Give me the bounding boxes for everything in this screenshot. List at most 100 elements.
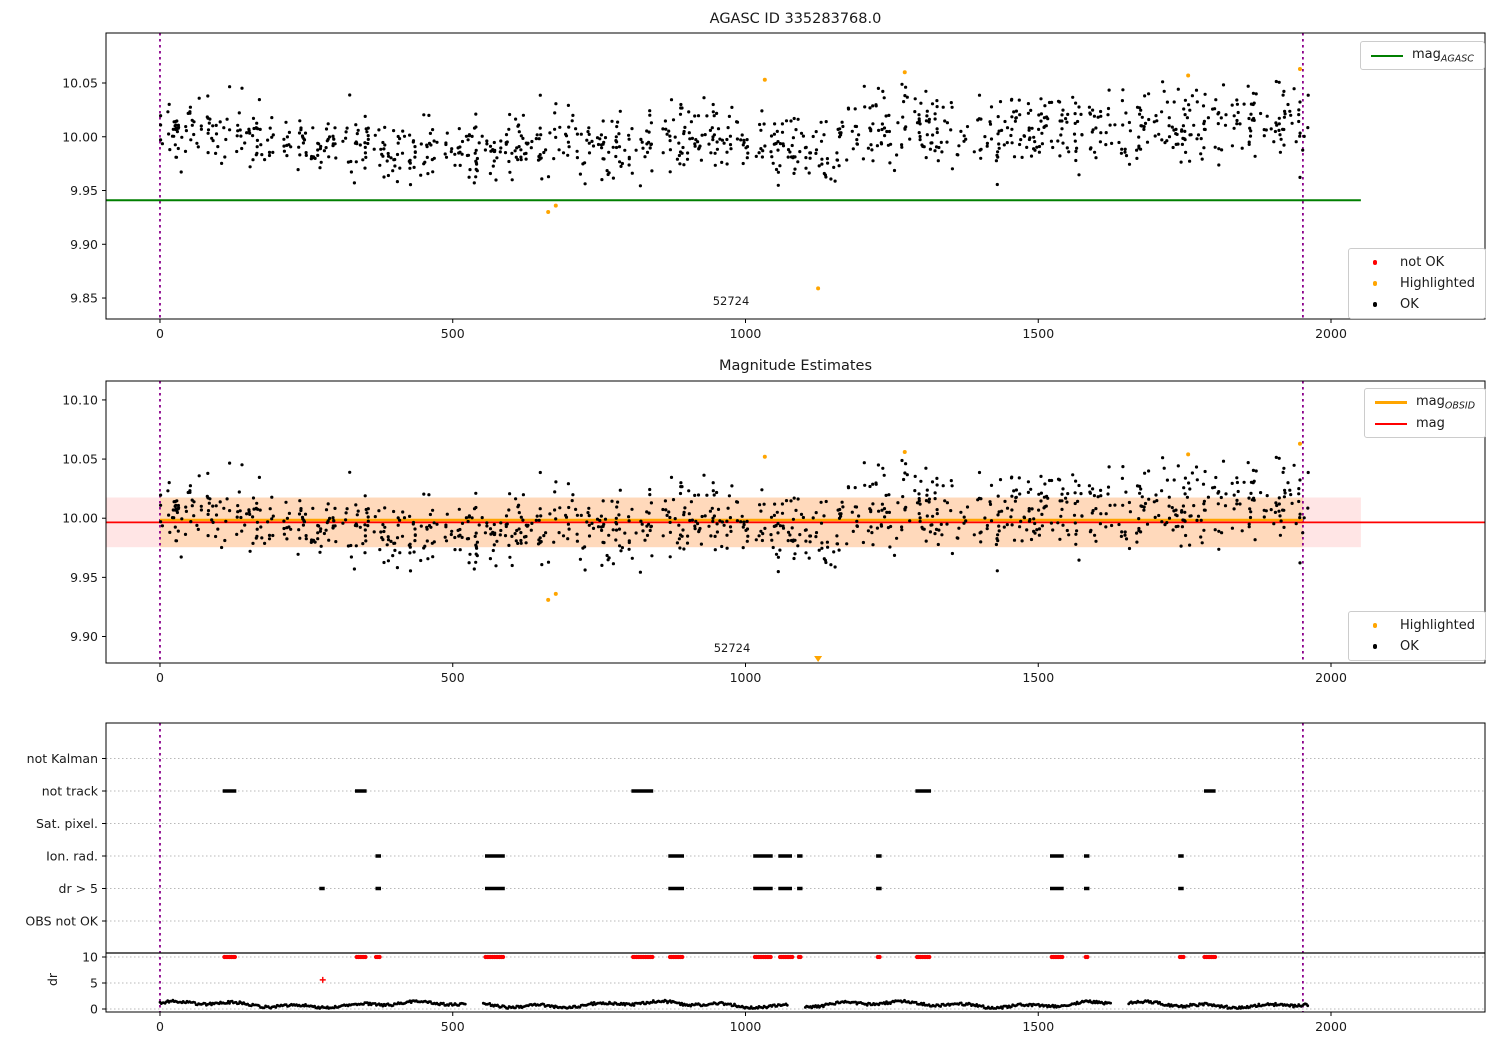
swatch-cell (1371, 54, 1403, 57)
ok-label: OK (1400, 297, 1419, 312)
panel1-title: AGASC ID 335283768.0 (709, 11, 882, 27)
legend-row: Highlighted (1359, 617, 1475, 634)
y-tick-label: 9.90 (70, 237, 98, 252)
legend-point-status-top: not OK Highlighted OK (1348, 248, 1486, 319)
legend-row: Highlighted (1359, 275, 1475, 292)
highlighted-point (762, 454, 767, 459)
highlighted-point (1186, 73, 1191, 78)
swatch-cell (1359, 644, 1391, 649)
ok-dot-swatch (1372, 302, 1378, 307)
not-ok-label: not OK (1400, 255, 1445, 270)
highlighted-point (1297, 67, 1302, 72)
legend-row: mag (1375, 415, 1475, 432)
label-subscript: AGASC (1440, 53, 1474, 65)
obsid-annotation-top: 52724 (712, 294, 750, 308)
axes-spine (105, 380, 1486, 664)
dr-not-ok-outlier (319, 976, 326, 983)
legend-mag-agasc: magAGASC (1360, 41, 1485, 70)
axes-spine (105, 32, 1486, 320)
dr-tick-label: 10 (82, 950, 98, 965)
ok-points (159, 79, 1310, 188)
obsid-annotation-middle: 52724 (713, 641, 751, 655)
x-tick-label: 500 (441, 670, 465, 685)
legend-row: not OK (1359, 254, 1475, 271)
x-tick-label: 2000 (1315, 326, 1347, 341)
swatch-cell (1359, 302, 1391, 307)
swatch-cell (1359, 623, 1391, 628)
mag-label: mag (1416, 416, 1445, 431)
swatch-cell (1359, 281, 1391, 286)
flag-row-label: dr > 5 (59, 881, 98, 896)
x-tick-label: 2000 (1315, 1019, 1347, 1034)
x-tick-label: 0 (156, 670, 164, 685)
x-tick-label: 2000 (1315, 670, 1347, 685)
panel2-title: Magnitude Estimates (718, 358, 873, 374)
flag-row-label: OBS not OK (25, 914, 98, 929)
legend-mag-lines: magOBSID mag (1364, 388, 1487, 438)
highlighted-point (553, 203, 558, 208)
label-prefix: mag (1412, 46, 1441, 62)
x-tick-label: 500 (441, 326, 465, 341)
mag-agasc-label: magAGASC (1412, 47, 1474, 65)
legend-row: OK (1359, 296, 1475, 313)
ok-dot-swatch (1372, 644, 1378, 649)
axes-spine (105, 722, 1486, 1013)
label-subscript: OBSID (1444, 400, 1476, 412)
y-tick-label: 9.85 (70, 291, 98, 306)
flag-row-label: not track (42, 784, 99, 799)
y-tick-label: 10.00 (62, 129, 98, 144)
highlighted-point (762, 77, 767, 82)
highlighted-point (902, 70, 907, 75)
y-tick-label: 10.10 (62, 392, 98, 407)
dr-trace (158, 998, 1310, 1010)
y-tick-label: 9.95 (70, 570, 98, 585)
highlighted-point (553, 591, 558, 596)
mag-line-swatch (1375, 422, 1407, 425)
swatch-cell (1375, 400, 1407, 405)
dr-tick-label: 5 (90, 976, 98, 991)
y-tick-label: 9.90 (70, 629, 98, 644)
legend-row: OK (1359, 638, 1475, 655)
highlighted-label: Highlighted (1400, 276, 1475, 291)
highlighted-label: Highlighted (1400, 618, 1475, 633)
legend-row: magOBSID (1375, 394, 1475, 411)
swatch-cell (1375, 422, 1407, 425)
x-tick-label: 1000 (730, 670, 762, 685)
y-tick-label: 10.00 (62, 511, 98, 526)
swatch-cell (1359, 260, 1391, 265)
x-tick-label: 1000 (730, 1019, 762, 1034)
x-tick-label: 0 (156, 1019, 164, 1034)
x-tick-label: 1500 (1022, 670, 1054, 685)
y-tick-label: 9.95 (70, 183, 98, 198)
y-tick-label: 10.05 (62, 75, 98, 90)
highlighted-point (902, 449, 907, 454)
flag-row-label: Sat. pixel. (36, 816, 98, 831)
dr-axis-label: dr (45, 972, 61, 987)
x-tick-label: 1500 (1022, 1019, 1054, 1034)
legend-row: magAGASC (1371, 47, 1474, 64)
mag-obsid-line-swatch (1375, 400, 1407, 405)
ok-points (159, 455, 1310, 574)
highlighted-point (546, 597, 551, 602)
y-tick-label: 10.05 (62, 452, 98, 467)
highlighted-point (1186, 452, 1191, 457)
label-prefix: mag (1416, 393, 1445, 409)
mag-obsid-label: magOBSID (1416, 394, 1475, 412)
flag-row-label: Ion. rad. (46, 849, 98, 864)
x-tick-label: 500 (441, 1019, 465, 1034)
ok-label: OK (1400, 639, 1419, 654)
highlighted-point (816, 286, 821, 291)
x-tick-label: 0 (156, 326, 164, 341)
mag-agasc-line-swatch (1371, 54, 1403, 57)
highlighted-dot-swatch (1372, 281, 1378, 286)
highlighted-point (546, 210, 551, 215)
x-tick-label: 1000 (730, 326, 762, 341)
clipped-low-marker (814, 656, 823, 662)
flag-row-label: not Kalman (27, 751, 98, 766)
x-tick-label: 1500 (1022, 326, 1054, 341)
dr-tick-label: 0 (90, 1002, 98, 1017)
highlighted-dot-swatch (1372, 623, 1378, 628)
not-ok-dot-swatch (1372, 260, 1378, 265)
